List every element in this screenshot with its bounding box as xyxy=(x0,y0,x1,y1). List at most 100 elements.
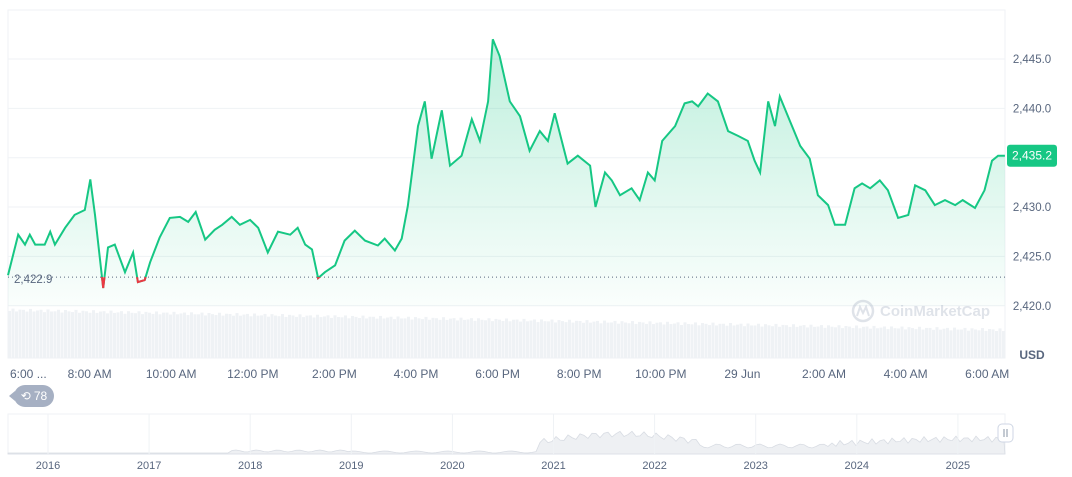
volume-bar xyxy=(477,318,480,358)
volume-bar xyxy=(687,323,690,358)
volume-bar xyxy=(32,311,36,358)
volume-bar xyxy=(487,318,491,358)
volume-bar xyxy=(459,317,463,358)
x-tick-label: 12:00 PM xyxy=(227,367,278,381)
volume-bar xyxy=(897,328,900,358)
volume-bar xyxy=(617,323,620,358)
volume-bar xyxy=(326,315,330,358)
volume-bar xyxy=(491,321,494,358)
overview-year-label: 2019 xyxy=(339,460,363,472)
overview-year-label: 2018 xyxy=(238,460,262,472)
volume-bar xyxy=(676,322,680,358)
watermark-logo: CoinMarketCap xyxy=(851,299,990,323)
volume-bar xyxy=(239,315,242,358)
volume-bar xyxy=(585,320,589,358)
volume-bar xyxy=(515,319,519,358)
x-tick-label: 2:00 AM xyxy=(802,367,846,381)
volume-bar xyxy=(634,323,638,358)
volume-bar xyxy=(277,316,281,358)
history-count: 78 xyxy=(33,389,48,403)
volume-bar xyxy=(690,324,694,358)
volume-bar xyxy=(788,326,792,358)
volume-bar xyxy=(526,321,529,358)
volume-bar xyxy=(872,325,876,358)
volume-bar xyxy=(60,312,64,358)
volume-bar xyxy=(715,325,718,358)
volume-bar xyxy=(652,324,655,358)
volume-bar xyxy=(71,312,74,358)
volume-bar xyxy=(365,318,368,358)
volume-bar xyxy=(624,322,627,358)
volume-bar xyxy=(722,323,725,358)
volume-bar xyxy=(729,322,732,358)
volume-bar xyxy=(228,314,232,358)
volume-bar xyxy=(606,322,610,358)
range-handle[interactable] xyxy=(997,423,1014,443)
volume-bar xyxy=(452,318,456,358)
volume-bar xyxy=(1002,331,1005,358)
volume-bar xyxy=(88,312,92,358)
x-tick-label: 4:00 PM xyxy=(394,367,439,381)
volume-bar xyxy=(911,328,914,358)
volume-bar xyxy=(484,320,487,358)
volume-bar xyxy=(204,315,207,358)
volume-bar xyxy=(263,313,267,358)
volume-bar xyxy=(711,322,715,358)
volume-bar xyxy=(851,328,855,358)
volume-bar xyxy=(876,328,879,358)
volume-bar xyxy=(949,330,953,358)
volume-bar xyxy=(463,319,466,358)
volume-bar xyxy=(736,324,739,358)
volume-bar xyxy=(424,316,428,358)
history-badge[interactable]: ⟲ 78 xyxy=(9,385,54,407)
volume-bar xyxy=(144,311,148,358)
volume-bar xyxy=(501,320,505,358)
volume-bar xyxy=(137,311,141,358)
y-tick-label: 2,420.0 xyxy=(1013,301,1051,313)
volume-bar xyxy=(683,322,687,358)
volume-bar xyxy=(841,328,844,358)
volume-bar xyxy=(368,316,372,358)
volume-bar xyxy=(466,319,470,358)
range-overview[interactable]: 2016 2017 2018 2019 2020 2021 2022 2023 2024 2025 xyxy=(7,413,1014,472)
volume-bar xyxy=(29,308,32,358)
volume-bar xyxy=(984,330,988,358)
x-tick-label: 8:00 AM xyxy=(68,367,112,381)
volume-bar xyxy=(43,312,46,358)
volume-bar xyxy=(883,326,886,358)
volume-bar xyxy=(732,325,736,358)
volume-bar xyxy=(645,323,648,358)
volume-bar xyxy=(39,309,43,358)
volume-bar xyxy=(358,318,361,358)
volume-bar xyxy=(970,328,974,358)
volume-bar xyxy=(81,310,85,358)
volume-bar xyxy=(36,310,39,358)
volume-bar xyxy=(837,325,841,358)
volume-bar xyxy=(396,316,400,358)
volume-bar xyxy=(610,322,613,358)
x-tick-label: 2:00 PM xyxy=(312,367,357,381)
volume-bar xyxy=(123,313,127,358)
volume-bar xyxy=(165,312,169,358)
volume-bar xyxy=(417,318,421,358)
volume-bar xyxy=(680,324,683,358)
volume-bar xyxy=(431,317,435,358)
volume-bar xyxy=(473,320,477,358)
volume-bar xyxy=(547,321,550,358)
volume-bar xyxy=(95,312,99,358)
x-tick-label: 8:00 PM xyxy=(557,367,602,381)
volume-bar xyxy=(25,311,29,358)
overview-area xyxy=(7,430,1006,455)
volume-bar xyxy=(295,316,298,358)
volume-bar xyxy=(158,314,162,358)
volume-bar xyxy=(533,319,536,358)
volume-bar xyxy=(449,318,452,358)
volume-bar xyxy=(319,317,323,358)
volume-bar xyxy=(389,316,393,358)
volume-bar xyxy=(522,318,526,358)
volume-bar xyxy=(221,315,225,358)
volume-bar xyxy=(407,316,410,358)
volume-bar xyxy=(557,320,561,358)
volume-bar xyxy=(92,310,95,358)
